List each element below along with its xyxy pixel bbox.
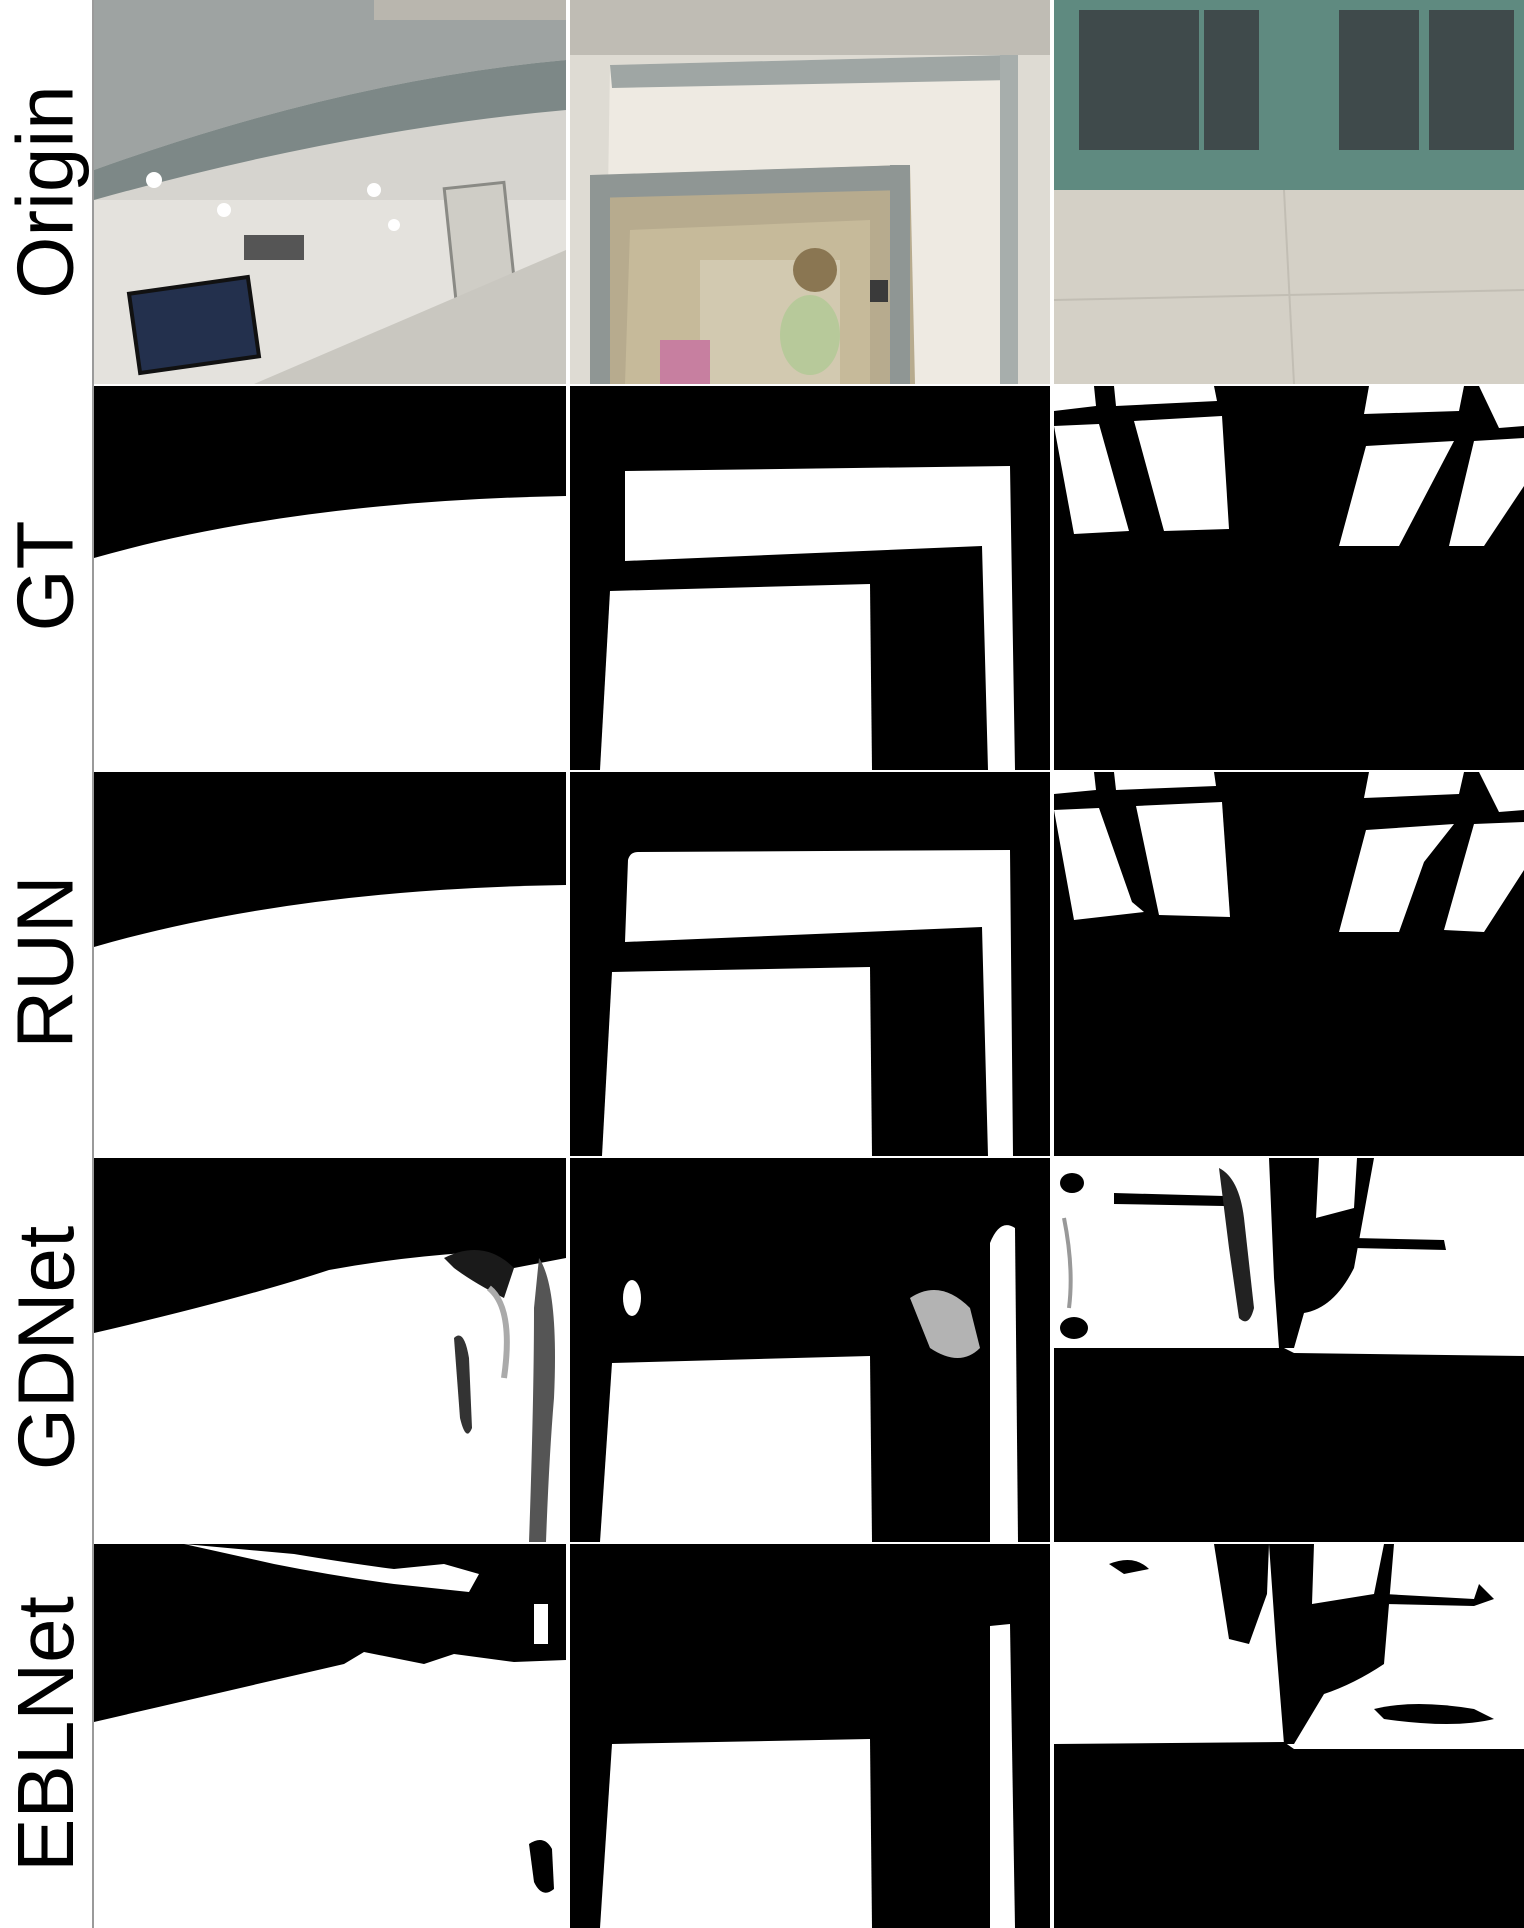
- gt-mask-1: [94, 386, 566, 770]
- origin-image-2: [570, 0, 1050, 384]
- row-label-gt: GT: [1, 520, 90, 632]
- run-mask-2: [570, 772, 1050, 1156]
- origin-image-1: [94, 0, 566, 384]
- run-mask-3: [1054, 772, 1524, 1156]
- row-label-eblnet: EBLNet: [1, 1596, 91, 1872]
- origin-image-3: [1054, 0, 1524, 384]
- left-border-line: [92, 0, 94, 1928]
- eblnet-mask-3: [1054, 1544, 1524, 1928]
- row-label-run: RUN: [1, 875, 91, 1049]
- run-mask-1: [94, 772, 566, 1156]
- gt-mask-2: [570, 386, 1050, 770]
- gdnet-mask-1: [94, 1158, 566, 1542]
- gt-mask-3: [1054, 386, 1524, 770]
- column-separator-1: [567, 0, 569, 1928]
- eblnet-mask-2: [570, 1544, 1050, 1928]
- gdnet-mask-2: [570, 1158, 1050, 1542]
- row-label-origin: Origin: [1, 85, 90, 299]
- column-separator-2: [1051, 0, 1053, 1928]
- eblnet-mask-1: [94, 1544, 566, 1928]
- row-label-gdnet: GDNet: [1, 1225, 90, 1471]
- gdnet-mask-3: [1054, 1158, 1524, 1542]
